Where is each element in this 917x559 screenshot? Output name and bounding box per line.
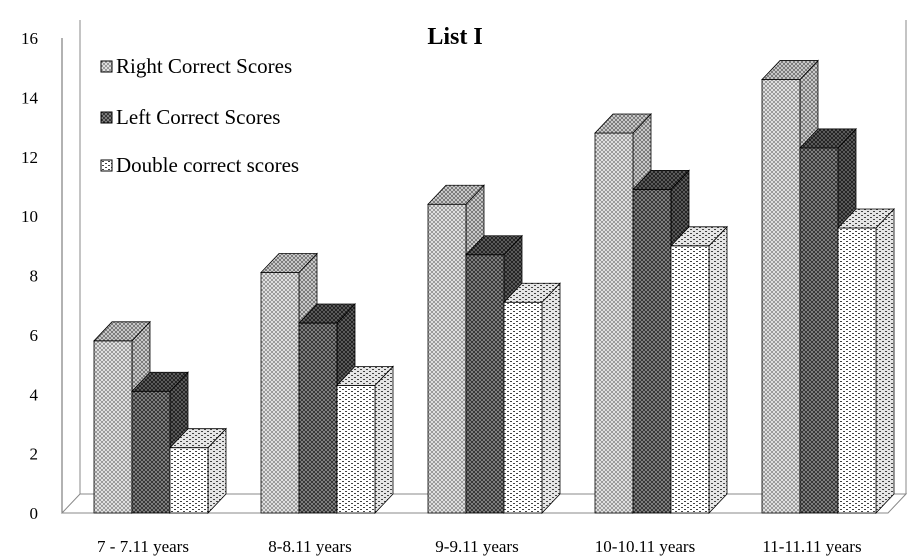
bar-front-face <box>761 79 801 514</box>
y-tick-label: 0 <box>30 504 39 523</box>
bar-front-face <box>503 301 543 514</box>
legend-entry-left-correct: Left Correct Scores <box>100 105 280 129</box>
y-tick-label: 10 <box>21 207 38 226</box>
y-tick-label: 12 <box>21 148 38 167</box>
bar-side-face <box>875 207 895 515</box>
bar-double-correct-5 <box>837 207 895 515</box>
bar-top-face <box>670 226 728 247</box>
y-tick-label: 8 <box>30 267 39 286</box>
bar-top-face <box>465 235 523 256</box>
legend-swatch <box>100 111 113 124</box>
bar-double-correct-3 <box>503 282 561 515</box>
chart-title: List I <box>427 24 482 50</box>
bar-top-face <box>169 428 227 449</box>
bar-top-face <box>298 303 356 324</box>
bar-front-face <box>93 340 133 514</box>
bar-top-face <box>632 170 690 190</box>
y-tick-label: 6 <box>30 326 39 345</box>
bar-front-face <box>131 390 171 514</box>
y-tick-label: 16 <box>21 29 38 48</box>
bar-right-correct-1 <box>93 320 151 515</box>
legend: Right Correct Scores Left Correct Scores D… <box>100 54 299 177</box>
bar-side-face <box>374 365 394 515</box>
category-label: 8-8.11 years <box>268 537 351 556</box>
bar-top-face <box>799 128 857 149</box>
category-label: 10-10.11 years <box>595 537 695 556</box>
legend-entry-double-correct: Double correct scores <box>100 153 299 177</box>
bar-front-face <box>336 384 376 514</box>
y-tick-label: 4 <box>30 385 39 404</box>
bar-top-face <box>761 60 819 80</box>
bar-front-face <box>837 227 877 514</box>
bar-side-face <box>541 282 561 515</box>
category-label: 11-11.11 years <box>762 537 861 556</box>
y-tick-label: 14 <box>21 88 39 107</box>
category-labels: 7 - 7.11 years 8-8.11 years 9-9.11 years 10… <box>97 537 862 556</box>
bar-top-face <box>260 253 318 273</box>
bar-top-face <box>93 321 151 342</box>
bar-front-face <box>169 447 209 514</box>
legend-entry-right-correct: Right Correct Scores <box>100 54 292 78</box>
bar-top-face <box>503 282 561 303</box>
bar-front-face <box>799 147 839 514</box>
bar-front-face <box>594 132 634 514</box>
bar-double-correct-2 <box>336 365 394 515</box>
legend-swatch <box>100 159 113 172</box>
bar-side-face <box>708 225 728 515</box>
legend-swatch <box>100 60 113 73</box>
bar-top-face <box>837 208 895 229</box>
category-label: 7 - 7.11 years <box>97 537 189 556</box>
bar-top-face <box>131 371 189 392</box>
legend-label: Double correct scores <box>116 153 299 177</box>
bar-front-face <box>427 203 467 514</box>
bar-front-face <box>632 189 672 514</box>
legend-label: Right Correct Scores <box>116 54 292 78</box>
y-tick-labels: 0 2 4 6 8 10 12 14 16 <box>21 29 39 523</box>
bar-front-face <box>670 245 710 514</box>
bars <box>93 59 895 515</box>
bar-front-face <box>465 254 505 514</box>
legend-label: Left Correct Scores <box>116 105 280 129</box>
bar-double-correct-4 <box>670 225 728 515</box>
bar-double-correct-1 <box>169 427 227 515</box>
bar-top-face <box>427 184 485 205</box>
bar-front-face <box>260 272 300 514</box>
bar-top-face <box>336 365 394 386</box>
category-label: 9-9.11 years <box>435 537 518 556</box>
bar-front-face <box>298 322 338 514</box>
y-tick-label: 2 <box>30 445 39 464</box>
bar-top-face <box>594 113 652 134</box>
